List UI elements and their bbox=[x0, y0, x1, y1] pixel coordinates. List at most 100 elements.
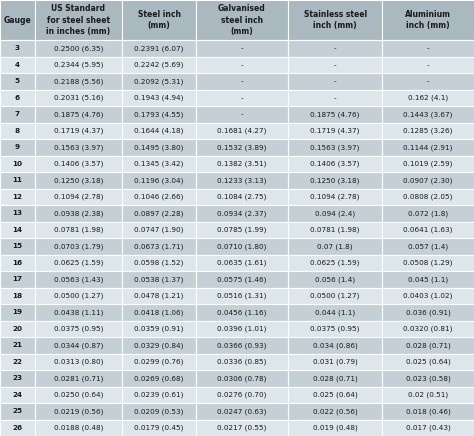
Bar bbox=[196, 172, 288, 189]
Bar bbox=[288, 205, 382, 221]
Bar bbox=[288, 271, 382, 288]
Bar bbox=[35, 73, 122, 90]
Bar bbox=[122, 106, 196, 123]
Text: 0.0320 (0.81): 0.0320 (0.81) bbox=[403, 326, 453, 332]
Bar bbox=[288, 139, 382, 156]
Bar bbox=[382, 403, 474, 419]
Bar bbox=[382, 271, 474, 288]
Bar bbox=[122, 337, 196, 354]
Bar bbox=[382, 238, 474, 255]
Bar bbox=[196, 238, 288, 255]
Text: 23: 23 bbox=[12, 375, 22, 381]
Text: 0.0635 (1.61): 0.0635 (1.61) bbox=[217, 259, 267, 266]
Bar bbox=[382, 188, 474, 205]
Text: 9: 9 bbox=[15, 144, 20, 150]
Text: 13: 13 bbox=[12, 210, 22, 216]
Text: 0.028 (0.71): 0.028 (0.71) bbox=[313, 375, 357, 382]
Bar bbox=[196, 188, 288, 205]
Text: -: - bbox=[241, 45, 243, 51]
Bar bbox=[35, 271, 122, 288]
Text: 0.2391 (6.07): 0.2391 (6.07) bbox=[134, 45, 184, 51]
Bar bbox=[288, 40, 382, 57]
Bar bbox=[382, 40, 474, 57]
Text: -: - bbox=[241, 78, 243, 84]
Bar bbox=[382, 320, 474, 337]
Bar bbox=[122, 188, 196, 205]
Bar bbox=[382, 337, 474, 354]
Text: 0.1875 (4.76): 0.1875 (4.76) bbox=[54, 111, 103, 118]
Text: 0.2031 (5.16): 0.2031 (5.16) bbox=[54, 95, 103, 101]
Bar bbox=[288, 188, 382, 205]
Bar bbox=[382, 139, 474, 156]
Text: 0.07 (1.8): 0.07 (1.8) bbox=[318, 243, 353, 249]
Bar bbox=[35, 337, 122, 354]
Text: 0.0313 (0.80): 0.0313 (0.80) bbox=[54, 358, 103, 365]
Bar bbox=[122, 238, 196, 255]
Text: 0.036 (0.91): 0.036 (0.91) bbox=[406, 309, 450, 316]
Bar bbox=[196, 387, 288, 403]
Text: 7: 7 bbox=[15, 111, 20, 117]
Text: 0.1094 (2.78): 0.1094 (2.78) bbox=[54, 194, 103, 200]
Bar bbox=[122, 90, 196, 106]
Bar bbox=[288, 57, 382, 73]
Bar bbox=[288, 288, 382, 304]
Text: 25: 25 bbox=[12, 408, 22, 414]
Bar bbox=[0, 156, 35, 172]
Bar bbox=[0, 40, 35, 57]
Bar bbox=[288, 304, 382, 320]
Text: 0.0641 (1.63): 0.0641 (1.63) bbox=[403, 227, 453, 233]
Bar bbox=[0, 106, 35, 123]
Text: 0.1793 (4.55): 0.1793 (4.55) bbox=[134, 111, 184, 118]
Bar bbox=[122, 354, 196, 370]
Text: 0.031 (0.79): 0.031 (0.79) bbox=[313, 358, 357, 365]
Bar bbox=[288, 0, 382, 40]
Text: 20: 20 bbox=[12, 326, 22, 332]
Bar bbox=[122, 57, 196, 73]
Bar bbox=[196, 370, 288, 387]
Bar bbox=[288, 123, 382, 139]
Text: 0.2188 (5.56): 0.2188 (5.56) bbox=[54, 78, 103, 85]
Bar bbox=[0, 172, 35, 189]
Text: 0.1406 (3.57): 0.1406 (3.57) bbox=[54, 160, 103, 167]
Bar bbox=[35, 90, 122, 106]
Text: Steel inch
(mm): Steel inch (mm) bbox=[137, 10, 181, 30]
Text: 0.0500 (1.27): 0.0500 (1.27) bbox=[310, 293, 360, 299]
Bar bbox=[382, 156, 474, 172]
Text: 0.2344 (5.95): 0.2344 (5.95) bbox=[54, 61, 103, 68]
Text: 21: 21 bbox=[12, 342, 22, 348]
Bar bbox=[196, 320, 288, 337]
Bar bbox=[35, 0, 122, 40]
Text: 0.1644 (4.18): 0.1644 (4.18) bbox=[134, 128, 184, 134]
Text: 0.1144 (2.91): 0.1144 (2.91) bbox=[403, 144, 453, 150]
Text: US Standard
for steel sheet
in inches (mm): US Standard for steel sheet in inches (m… bbox=[46, 4, 110, 36]
Bar bbox=[288, 419, 382, 436]
Bar bbox=[0, 73, 35, 90]
Bar bbox=[35, 123, 122, 139]
Bar bbox=[196, 139, 288, 156]
Text: 3: 3 bbox=[15, 45, 20, 51]
Bar bbox=[196, 337, 288, 354]
Bar bbox=[122, 73, 196, 90]
Bar bbox=[288, 172, 382, 189]
Text: -: - bbox=[334, 95, 337, 101]
Text: 0.0673 (1.71): 0.0673 (1.71) bbox=[134, 243, 184, 249]
Bar bbox=[196, 271, 288, 288]
Text: 0.1019 (2.59): 0.1019 (2.59) bbox=[403, 160, 453, 167]
Text: 0.0781 (1.98): 0.0781 (1.98) bbox=[54, 227, 103, 233]
Bar bbox=[288, 255, 382, 271]
Bar bbox=[382, 123, 474, 139]
Bar bbox=[122, 255, 196, 271]
Bar bbox=[122, 288, 196, 304]
Text: 15: 15 bbox=[12, 243, 22, 249]
Text: 0.0897 (2.28): 0.0897 (2.28) bbox=[134, 210, 184, 217]
Bar bbox=[382, 221, 474, 238]
Bar bbox=[122, 271, 196, 288]
Bar bbox=[196, 106, 288, 123]
Text: -: - bbox=[241, 62, 243, 68]
Bar bbox=[382, 419, 474, 436]
Bar bbox=[122, 205, 196, 221]
Bar bbox=[196, 123, 288, 139]
Text: 0.0299 (0.76): 0.0299 (0.76) bbox=[134, 358, 184, 365]
Text: 0.2092 (5.31): 0.2092 (5.31) bbox=[134, 78, 184, 85]
Bar bbox=[0, 288, 35, 304]
